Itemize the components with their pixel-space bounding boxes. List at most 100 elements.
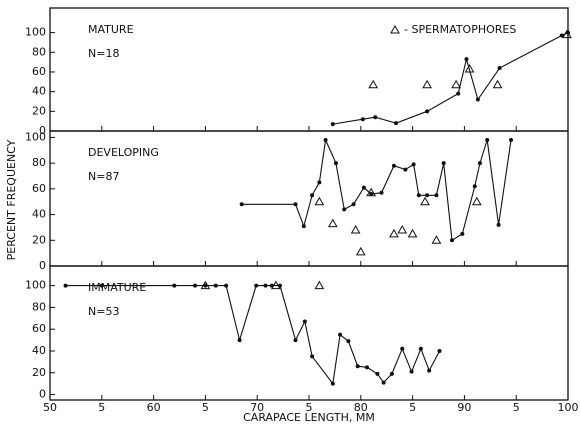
x-tick-label: 5 bbox=[409, 401, 416, 414]
y-tick-label: 100 bbox=[25, 26, 46, 39]
data-point bbox=[411, 162, 416, 167]
y-tick-label: 40 bbox=[32, 208, 46, 221]
panel-title: MATURE bbox=[88, 23, 134, 36]
x-tick-label: 5 bbox=[306, 401, 313, 414]
data-point bbox=[391, 163, 396, 168]
data-point bbox=[360, 117, 365, 122]
y-tick-label: 20 bbox=[32, 366, 46, 379]
data-point bbox=[263, 283, 268, 288]
data-point bbox=[203, 283, 208, 288]
spermatophore-marker bbox=[471, 196, 482, 206]
data-point bbox=[409, 369, 414, 374]
data-point bbox=[434, 193, 439, 198]
spermatophore-marker bbox=[366, 187, 377, 197]
data-point bbox=[338, 332, 343, 337]
data-point bbox=[193, 283, 198, 288]
panel-title: DEVELOPING bbox=[88, 146, 159, 159]
data-point bbox=[373, 115, 378, 120]
data-point bbox=[317, 180, 322, 185]
data-point bbox=[389, 371, 394, 376]
x-tick-label: 90 bbox=[457, 401, 471, 414]
data-point bbox=[456, 91, 461, 96]
y-tick-label: 60 bbox=[32, 322, 46, 335]
spermatophore-marker bbox=[451, 79, 461, 89]
y-axis-label: PERCENT FREQUENCY bbox=[5, 139, 18, 260]
data-point bbox=[496, 222, 501, 227]
x-tick-label: 5 bbox=[202, 401, 209, 414]
series-line bbox=[65, 285, 441, 386]
data-point bbox=[403, 167, 408, 172]
data-point bbox=[427, 368, 432, 373]
spermatophore-marker bbox=[389, 228, 399, 238]
data-point bbox=[63, 283, 68, 288]
data-point bbox=[416, 193, 421, 198]
spermatophore-marker bbox=[562, 29, 572, 39]
panel-n: N=53 bbox=[88, 305, 119, 318]
data-point bbox=[394, 121, 399, 126]
x-tick-label: 70 bbox=[250, 401, 264, 414]
spermatophore-marker bbox=[407, 228, 418, 238]
y-tick-label: 60 bbox=[32, 65, 46, 78]
y-tick-label: 0 bbox=[39, 259, 46, 272]
x-tick-label: 80 bbox=[354, 401, 368, 414]
panel-n: N=87 bbox=[88, 170, 119, 183]
data-point bbox=[237, 338, 242, 343]
y-tick-label: 80 bbox=[32, 45, 46, 58]
data-point bbox=[342, 207, 347, 212]
data-point bbox=[333, 161, 338, 166]
data-point bbox=[441, 161, 446, 166]
data-point bbox=[475, 97, 480, 102]
data-point bbox=[355, 364, 360, 369]
spermatophore-marker bbox=[350, 224, 361, 234]
spermatophore-marker bbox=[397, 224, 408, 234]
x-tick-label: 5 bbox=[513, 401, 520, 414]
spermatophore-marker bbox=[314, 280, 325, 290]
spermatophore-marker bbox=[368, 79, 379, 89]
data-point bbox=[477, 161, 482, 166]
data-point bbox=[369, 192, 374, 196]
data-point bbox=[449, 238, 454, 243]
spermatophore-marker bbox=[431, 235, 442, 244]
data-point bbox=[365, 365, 370, 370]
data-point bbox=[301, 224, 306, 229]
data-point bbox=[346, 339, 351, 344]
data-point bbox=[99, 283, 104, 288]
data-point bbox=[293, 202, 298, 207]
y-tick-label: 0 bbox=[39, 124, 46, 137]
spermatophore-marker bbox=[422, 79, 432, 89]
y-tick-label: 80 bbox=[32, 156, 46, 169]
x-tick-label: 50 bbox=[43, 401, 57, 414]
x-tick-label: 5 bbox=[98, 401, 105, 414]
spermatophore-marker bbox=[464, 64, 475, 73]
data-point bbox=[509, 138, 514, 142]
data-point bbox=[293, 338, 298, 343]
panel-title: IMMATURE bbox=[88, 281, 146, 294]
spermatophore-marker bbox=[270, 280, 281, 290]
spermatophore-marker bbox=[355, 246, 366, 256]
x-tick-label: 100 bbox=[558, 401, 579, 414]
y-tick-label: 20 bbox=[32, 104, 46, 117]
y-tick-label: 100 bbox=[25, 279, 46, 292]
spermatophore-marker bbox=[420, 196, 430, 206]
spermatophore-marker bbox=[314, 196, 325, 206]
data-point bbox=[330, 122, 335, 127]
legend-marker bbox=[390, 24, 400, 34]
data-point bbox=[418, 346, 423, 351]
spermatophore-marker bbox=[200, 280, 211, 290]
data-point bbox=[437, 348, 442, 353]
data-point bbox=[323, 138, 328, 142]
y-tick-label: 20 bbox=[32, 233, 46, 246]
data-point bbox=[361, 185, 366, 190]
y-tick-label: 80 bbox=[32, 300, 46, 313]
data-point bbox=[351, 202, 356, 207]
data-point bbox=[497, 66, 502, 71]
legend-label: - SPERMATOPHORES bbox=[404, 23, 516, 36]
spermatophore-marker bbox=[492, 79, 503, 89]
data-point bbox=[254, 283, 259, 288]
panel-n: N=18 bbox=[88, 47, 119, 60]
series-line bbox=[241, 138, 512, 242]
y-tick-label: 40 bbox=[32, 85, 46, 98]
data-point bbox=[425, 193, 430, 198]
spermatophore-marker bbox=[327, 218, 338, 228]
